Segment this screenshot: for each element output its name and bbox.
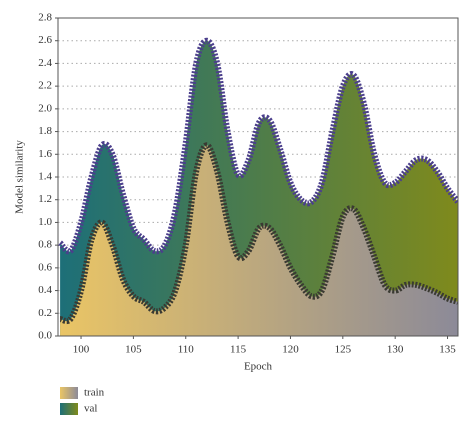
x-tick-label: 120 xyxy=(282,344,299,356)
y-axis-label: Model similarity xyxy=(14,140,26,214)
y-tick-label: 2.8 xyxy=(38,12,52,24)
line xyxy=(59,142,458,325)
y-tick-label: 2.4 xyxy=(38,57,52,69)
x-tick-label: 125 xyxy=(335,344,352,356)
y-tick-label: 2.0 xyxy=(38,102,52,114)
line xyxy=(58,37,458,255)
legend-label: train xyxy=(84,387,105,399)
y-tick-label: 2.6 xyxy=(38,34,52,46)
y-tick-label: 1.8 xyxy=(38,125,52,137)
x-axis-label: Epoch xyxy=(244,361,273,373)
y-tick-label: 0.0 xyxy=(38,330,52,342)
y-tick-label: 1.0 xyxy=(38,216,52,228)
x-tick-label: 100 xyxy=(73,344,90,356)
legend-swatch xyxy=(60,387,78,399)
y-tick-label: 0.2 xyxy=(38,307,52,319)
x-tick-label: 110 xyxy=(178,344,195,356)
x-tick-label: 130 xyxy=(387,344,404,356)
x-tick-label: 105 xyxy=(125,344,142,356)
legend-swatch xyxy=(60,403,78,415)
x-tick-label: 135 xyxy=(439,344,456,356)
area xyxy=(60,145,458,336)
plot-area xyxy=(58,37,458,336)
y-tick-label: 0.6 xyxy=(38,261,52,273)
y-tick-label: 1.4 xyxy=(38,171,52,183)
y-tick-label: 1.2 xyxy=(38,193,52,205)
y-tick-label: 0.4 xyxy=(38,284,52,296)
y-tick-label: 2.2 xyxy=(38,80,52,92)
y-tick-label: 1.6 xyxy=(38,148,52,160)
x-tick-label: 115 xyxy=(230,344,247,356)
plot-frame xyxy=(57,17,459,337)
legend-label: val xyxy=(84,403,97,415)
y-tick-label: 0.8 xyxy=(38,239,52,251)
